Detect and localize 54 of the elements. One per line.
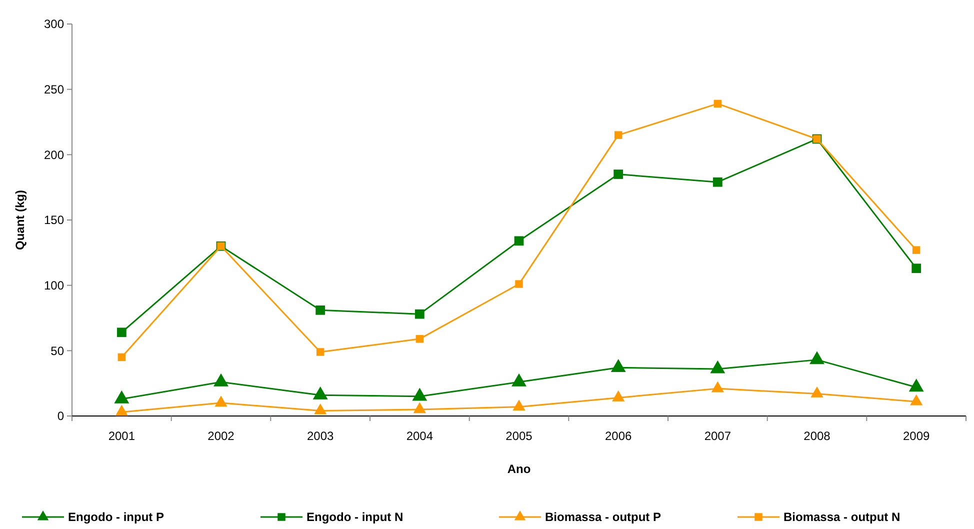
x-tick-label: 2006: [604, 429, 632, 443]
point: [714, 100, 722, 108]
x-tick-label: 2009: [902, 429, 930, 443]
point: [612, 390, 625, 402]
point: [614, 170, 624, 179]
point: [214, 373, 228, 386]
y-tick-label: 250: [44, 82, 64, 97]
point: [711, 381, 724, 392]
legend-label: Biomassa - output P: [545, 510, 662, 524]
point: [413, 402, 426, 414]
point: [114, 390, 130, 404]
point: [908, 378, 924, 392]
x-tick-label: 2007: [704, 429, 732, 443]
x-tick-label: 2008: [804, 429, 831, 443]
y-tick-label: 50: [50, 344, 64, 358]
point: [312, 386, 328, 400]
y-tick-label: 300: [44, 17, 64, 32]
point: [912, 246, 920, 254]
point: [115, 404, 128, 416]
x-tick-label: 2005: [506, 429, 533, 443]
y-tick-label: 150: [44, 213, 64, 228]
point: [316, 348, 324, 356]
y-tick-label: 0: [57, 409, 64, 424]
y-axis-title: Quant (kg): [13, 190, 27, 250]
point: [414, 309, 424, 319]
x-tick-label: 2002: [208, 429, 235, 443]
point: [412, 388, 428, 401]
point: [416, 335, 424, 343]
x-tick-label: 2003: [306, 429, 334, 443]
point: [512, 373, 526, 386]
point: [610, 359, 626, 372]
point: [912, 264, 922, 274]
point: [810, 386, 824, 398]
point: [810, 351, 824, 364]
legend-label: Engodo - input N: [306, 510, 404, 524]
point: [512, 400, 526, 410]
x-axis-title: Ano: [507, 462, 531, 476]
point: [910, 394, 923, 406]
point: [614, 131, 622, 139]
point: [214, 396, 228, 407]
point: [515, 280, 523, 288]
y-tick-label: 200: [44, 148, 64, 162]
point: [514, 236, 524, 246]
x-tick-label: 2001: [108, 429, 136, 443]
legend-label: Biomassa - output N: [784, 510, 900, 524]
point: [116, 328, 126, 338]
point: [316, 305, 326, 315]
point: [712, 177, 722, 187]
point: [314, 403, 327, 414]
point: [118, 353, 126, 362]
point: [710, 360, 726, 374]
y-tick-label: 100: [44, 278, 64, 293]
legend-label: Engodo - input P: [68, 510, 164, 524]
x-tick-label: 2004: [406, 429, 434, 443]
